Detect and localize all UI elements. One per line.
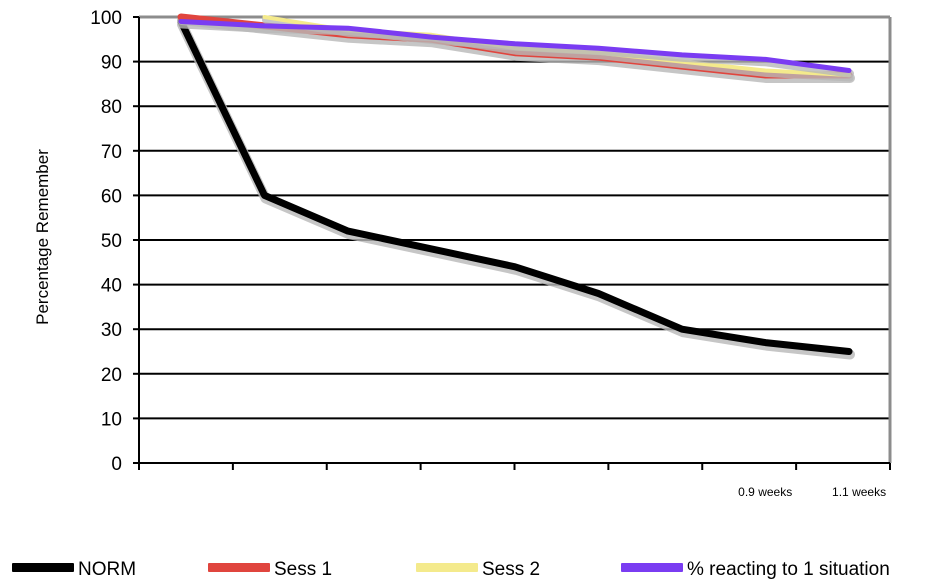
legend-swatch-sess-1 xyxy=(208,563,270,572)
y-tick-label-50: 50 xyxy=(101,231,122,252)
y-tick-label-10: 10 xyxy=(101,409,122,430)
y-tick-label-0: 0 xyxy=(111,454,122,475)
legend-swatch-sess-2 xyxy=(416,563,478,572)
axis-layer xyxy=(133,17,890,470)
y-tick-label-40: 40 xyxy=(101,276,122,297)
y-tick-label-20: 20 xyxy=(101,365,122,386)
y-tick-label-90: 90 xyxy=(101,53,122,74)
y-axis-label: Percentage Remember xyxy=(33,149,52,325)
legend-layer: NORM Sess 1 Sess 2 % reacting to 1 situatio… xyxy=(12,559,890,580)
legend-swatch-reacting-to-1-situation xyxy=(621,563,683,572)
y-tick-label-100: 100 xyxy=(90,8,122,29)
y-tick-label-30: 30 xyxy=(101,320,122,341)
series-shadow-reacting-to-1-situation xyxy=(182,25,850,74)
legend-swatch-norm xyxy=(12,563,74,572)
grid-layer xyxy=(139,62,890,419)
y-tick-label-70: 70 xyxy=(101,142,122,163)
y-tick-label-60: 60 xyxy=(101,186,122,207)
x-tick-label-7: 1.1 weeks xyxy=(832,485,886,499)
legend-label-sess-1: Sess 1 xyxy=(274,559,332,580)
legend-label-reacting-to-1-situation: % reacting to 1 situation xyxy=(687,559,890,580)
x-tick-label-6: 0.9 weeks xyxy=(738,485,792,499)
legend-label-sess-2: Sess 2 xyxy=(482,559,540,580)
legend-label-norm: NORM xyxy=(78,559,136,580)
y-tick-label-80: 80 xyxy=(101,97,122,118)
series-layer xyxy=(181,17,850,355)
